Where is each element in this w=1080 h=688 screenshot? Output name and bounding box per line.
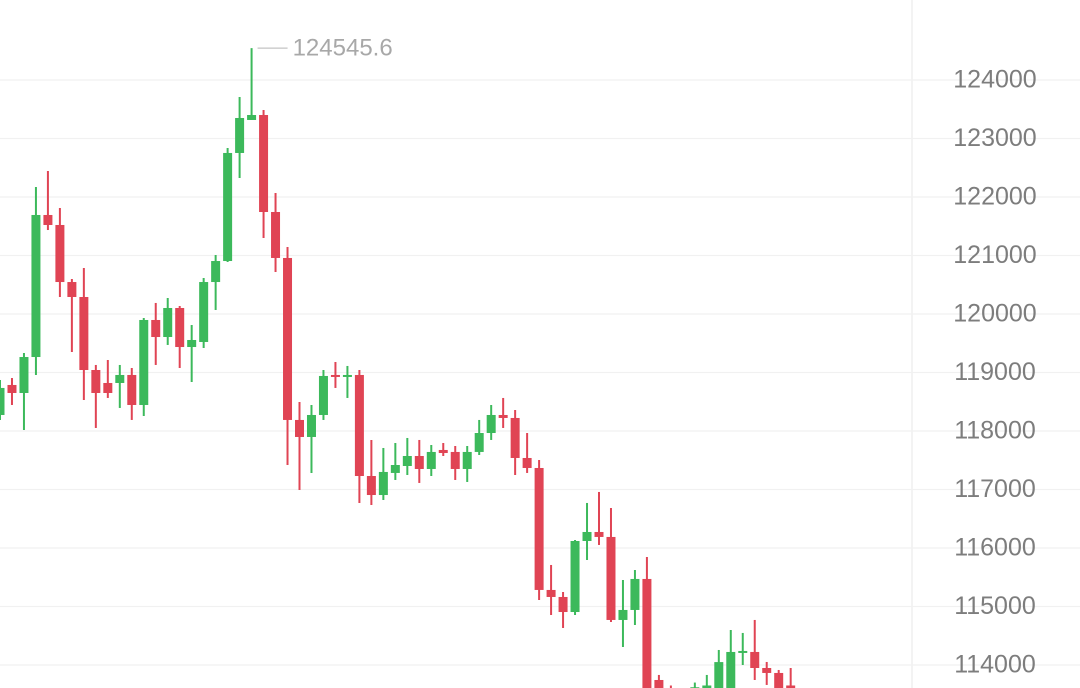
y-tick-label: 116000 <box>954 534 1036 562</box>
candle-body <box>187 339 197 348</box>
candle-body <box>738 650 748 653</box>
candle-body <box>306 414 316 437</box>
candle-body <box>786 685 796 688</box>
y-tick-label: 120000 <box>953 300 1036 328</box>
candle-body <box>259 115 269 212</box>
candle-body <box>390 465 400 473</box>
y-tick-label: 124000 <box>953 66 1036 94</box>
y-tick-label: 115000 <box>954 592 1036 620</box>
candle-body <box>414 455 424 469</box>
candle-body <box>163 307 173 338</box>
candle-body <box>151 319 161 338</box>
candle-body <box>594 531 604 537</box>
candle-body <box>223 152 233 262</box>
annotation-label: 124545.6 <box>293 34 393 61</box>
candle-body <box>762 667 772 673</box>
candle-body <box>654 679 664 688</box>
candle-body <box>630 578 640 610</box>
candle-body <box>402 455 412 466</box>
labels: 114000 115000 116000 117000 118000 119000 1200… <box>257 34 1037 679</box>
candle-body <box>43 214 53 225</box>
candle-body <box>342 374 352 377</box>
candle-body <box>211 261 221 283</box>
candle-body <box>642 578 652 688</box>
candle-body <box>546 589 556 597</box>
candle-body <box>366 476 376 496</box>
candle-body <box>354 374 364 477</box>
candle-body <box>283 257 293 420</box>
candle-body <box>318 375 328 415</box>
y-tick-label: 123000 <box>953 124 1036 152</box>
candle-body <box>438 449 448 454</box>
candles <box>0 48 796 688</box>
candle-body <box>199 282 209 342</box>
candle-body <box>558 596 568 613</box>
candle-body <box>702 685 712 688</box>
y-tick-label: 114000 <box>954 651 1036 679</box>
candle-body <box>247 115 257 120</box>
candle-body <box>139 319 149 405</box>
candle-body <box>570 540 580 613</box>
candle-body <box>498 414 508 418</box>
candle-body <box>0 387 5 415</box>
candle-body <box>462 451 472 469</box>
candle-body <box>295 419 304 437</box>
y-tick-label: 122000 <box>953 183 1036 211</box>
candle-body <box>175 307 185 348</box>
candle-body <box>522 457 532 468</box>
y-tick-label: 119000 <box>954 358 1036 386</box>
candle-body <box>582 531 592 541</box>
candle-body <box>127 374 137 405</box>
candle-body <box>486 414 496 434</box>
candle-body <box>450 451 460 469</box>
candle-body <box>510 417 520 458</box>
candle-body <box>115 374 125 383</box>
candle-body <box>618 609 628 620</box>
candle-body <box>67 282 77 297</box>
candle-body <box>55 224 65 283</box>
candle-body <box>774 672 784 688</box>
candle-body <box>606 536 616 620</box>
candle-body <box>474 433 484 452</box>
candle-body <box>31 214 41 358</box>
candle-body <box>330 374 340 377</box>
candle-body <box>426 451 436 469</box>
candle-body <box>714 662 724 688</box>
y-tick-label: 121000 <box>953 241 1036 269</box>
candle-body <box>91 370 101 393</box>
candle-body <box>378 471 388 496</box>
candle-body <box>726 651 736 688</box>
candle-body <box>19 357 29 393</box>
candle-body <box>534 467 544 590</box>
candle-body <box>79 296 89 371</box>
candle-body <box>271 211 281 258</box>
y-tick-label: 118000 <box>954 417 1036 445</box>
candle-body <box>235 117 245 153</box>
y-tick-label: 117000 <box>954 475 1036 503</box>
candle-body <box>750 651 760 668</box>
candle-body <box>103 382 113 393</box>
candle-body <box>7 384 17 393</box>
